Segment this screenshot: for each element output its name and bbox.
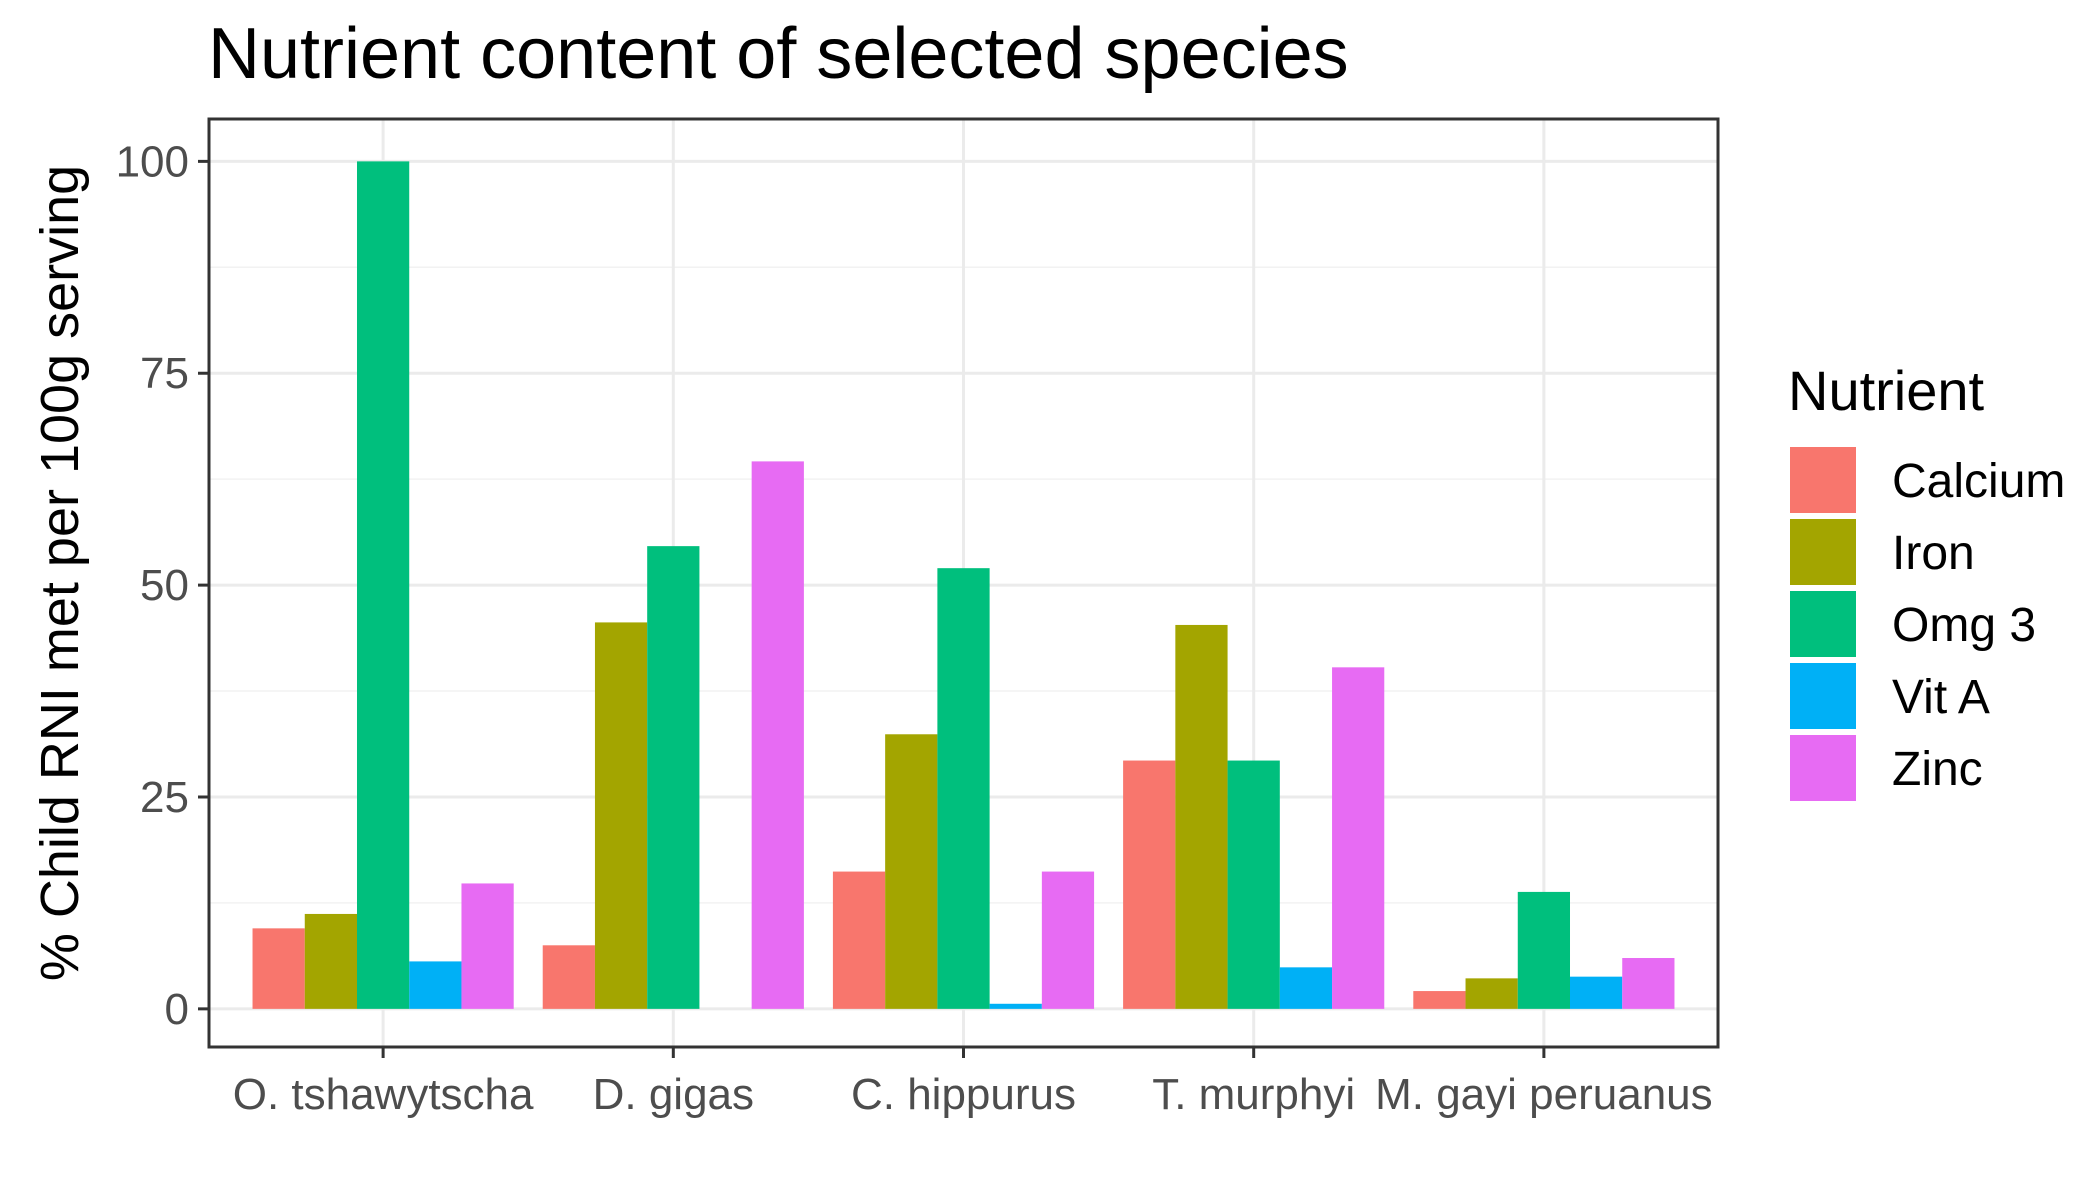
x-tick-label: D. gigas bbox=[593, 1070, 754, 1119]
legend-swatch-iron bbox=[1790, 519, 1856, 585]
bar-omg-3-1 bbox=[356, 161, 410, 1009]
bar-zinc-1 bbox=[461, 883, 514, 1009]
legend-label-iron: Iron bbox=[1892, 527, 1975, 580]
y-axis-title: % Child RNI met per 100g serving bbox=[30, 165, 90, 981]
legend-label-zinc: Zinc bbox=[1892, 743, 1983, 796]
bar-calcium-2 bbox=[542, 945, 595, 1009]
x-axis: O. tshawytscha D. gigas C. hippurus T. murp… bbox=[233, 1047, 1713, 1119]
plot-panel bbox=[207, 117, 1720, 1049]
bar-omg-3-3 bbox=[937, 568, 990, 1009]
bar-zinc-3 bbox=[1041, 871, 1095, 1009]
bars bbox=[252, 161, 1675, 1009]
legend-label-calcium: Calcium bbox=[1892, 455, 2065, 508]
bar-iron-1 bbox=[304, 913, 357, 1009]
chart-title: Nutrient content of selected species bbox=[208, 14, 1349, 94]
bar-zinc-2 bbox=[751, 461, 804, 1009]
x-tick-label: M. gayi peruanus bbox=[1375, 1070, 1713, 1119]
legend-swatch-calcium bbox=[1790, 447, 1856, 513]
legend-swatch-omg-3 bbox=[1790, 591, 1856, 657]
bar-iron-3 bbox=[885, 734, 938, 1009]
bar-calcium-5 bbox=[1413, 991, 1466, 1009]
bar-vit-a-3 bbox=[989, 1003, 1042, 1009]
y-tick-label: 100 bbox=[116, 137, 189, 186]
x-tick-label: O. tshawytscha bbox=[233, 1070, 534, 1119]
bar-iron-2 bbox=[594, 622, 648, 1009]
legend: Nutrient Calcium Iron Omg 3 Vit A Zinc bbox=[1788, 359, 2065, 801]
bar-omg-3-4 bbox=[1227, 760, 1280, 1009]
bar-calcium-4 bbox=[1123, 760, 1176, 1009]
y-tick-label: 50 bbox=[140, 561, 189, 610]
y-tick-label: 25 bbox=[140, 773, 189, 822]
legend-label-vit-a: Vit A bbox=[1892, 671, 1990, 724]
y-tick-label: 0 bbox=[165, 985, 189, 1034]
x-tick-label: T. murphyi bbox=[1152, 1070, 1355, 1119]
legend-items: Calcium Iron Omg 3 Vit A Zinc bbox=[1790, 447, 2065, 801]
bar-vit-a-4 bbox=[1279, 967, 1333, 1009]
legend-swatch-zinc bbox=[1790, 735, 1856, 801]
legend-label-omg-3: Omg 3 bbox=[1892, 599, 2036, 652]
bar-iron-4 bbox=[1175, 624, 1228, 1009]
bar-vit-a-1 bbox=[409, 961, 462, 1009]
bar-iron-5 bbox=[1465, 978, 1518, 1009]
x-tick-label: C. hippurus bbox=[851, 1070, 1076, 1119]
bar-omg-3-2 bbox=[647, 546, 700, 1009]
bar-zinc-5 bbox=[1622, 958, 1675, 1009]
bar-vit-a-5 bbox=[1570, 976, 1623, 1009]
bar-calcium-1 bbox=[252, 928, 305, 1009]
legend-title: Nutrient bbox=[1788, 359, 1985, 422]
y-tick-label: 75 bbox=[140, 349, 189, 398]
bar-omg-3-5 bbox=[1517, 891, 1571, 1009]
legend-swatch-vit-a bbox=[1790, 663, 1856, 729]
y-axis: 0 25 50 75 100 bbox=[116, 137, 209, 1034]
bar-calcium-3 bbox=[832, 871, 886, 1009]
bar-zinc-4 bbox=[1332, 667, 1385, 1009]
